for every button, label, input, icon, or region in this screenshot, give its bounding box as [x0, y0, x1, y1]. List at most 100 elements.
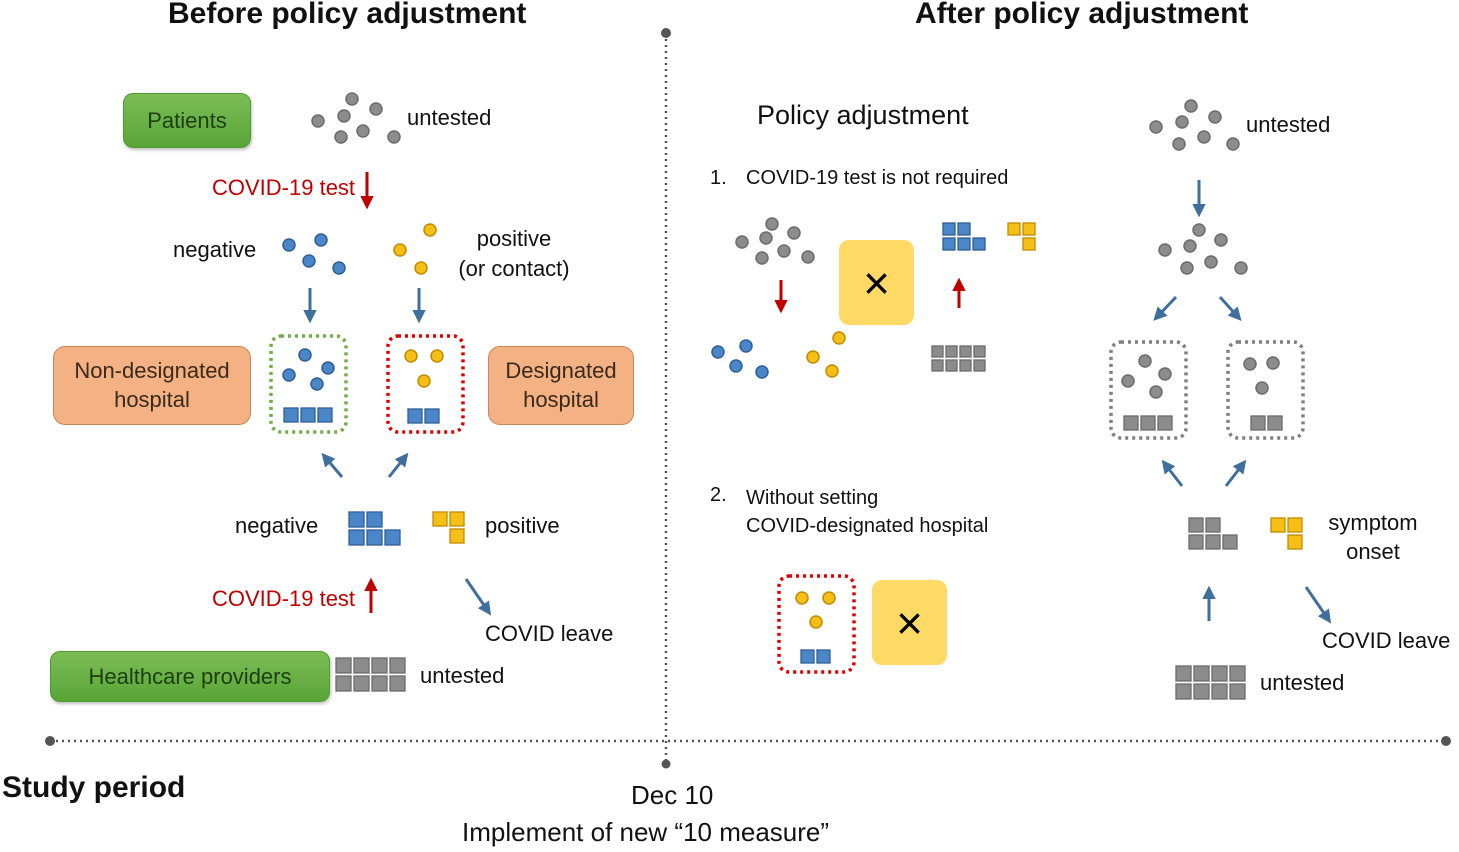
- gray-patient-dot: [787, 226, 801, 240]
- gray-staff-square: [371, 657, 388, 674]
- designated-ward-crossed: [777, 574, 856, 674]
- gray-patient-dot: [1149, 385, 1163, 399]
- blue-staff-square: [317, 407, 333, 423]
- cross-icon: ×: [839, 240, 914, 325]
- gray-patient-dot: [1255, 381, 1269, 395]
- blue-staff-square: [942, 237, 956, 251]
- yellow-patient-dot: [832, 331, 846, 345]
- blue-staff-square: [942, 222, 956, 236]
- gray-staff-square: [1250, 415, 1266, 431]
- period-divider: [661, 28, 671, 764]
- yellow-staff-square: [1270, 517, 1286, 533]
- policy-adjustment-heading: Policy adjustment: [757, 100, 969, 130]
- blue-patient-dot: [729, 359, 743, 373]
- gray-patient-dot: [1214, 233, 1228, 247]
- yellow-patient-dot: [414, 261, 428, 275]
- gray-patient-dot: [369, 102, 383, 116]
- gray-staff-square: [1175, 665, 1192, 682]
- gray-staff-square: [973, 345, 986, 358]
- blue-staff-square: [972, 237, 986, 251]
- blue-flow-arrow: [387, 452, 409, 478]
- designated-hospital-box: Designated hospital: [488, 346, 634, 425]
- blue-flow-arrow: [321, 452, 344, 478]
- yellow-patient-dot: [404, 349, 418, 363]
- gray-patient-dot: [1266, 356, 1280, 370]
- gray-patient-dot: [311, 114, 325, 128]
- gray-patient-dot: [1175, 115, 1189, 129]
- gray-patient-dot: [1192, 223, 1206, 237]
- yellow-patient-dot: [795, 591, 809, 605]
- after-heading: After policy adjustment: [915, 0, 1249, 30]
- gray-patient-dot: [334, 130, 348, 144]
- symptom-line2: onset: [1346, 539, 1400, 565]
- blue-staff-square: [366, 529, 383, 546]
- gray-staff-square: [1205, 517, 1221, 533]
- timeline: [45, 736, 1451, 769]
- gray-staff-square: [1193, 665, 1210, 682]
- gray-staff-square: [371, 675, 388, 692]
- gray-staff-square: [389, 675, 406, 692]
- gray-patient-dot: [1204, 255, 1218, 269]
- blue-patient-dot: [711, 345, 725, 359]
- blue-flow-arrow: [1218, 295, 1242, 322]
- designated-line2: hospital: [523, 386, 599, 412]
- gray-patient-dot: [1172, 137, 1186, 151]
- positive-patients-line1: positive: [476, 226, 552, 251]
- policy-item-2-line1: Without setting: [746, 487, 879, 509]
- blue-staff-square: [348, 511, 365, 528]
- non-designated-hospital-box: Non-designated hospital: [53, 346, 251, 425]
- gray-patient-dot: [1180, 261, 1194, 275]
- yellow-staff-square: [1287, 517, 1303, 533]
- policy-item-2-number: 2.: [710, 484, 727, 506]
- yellow-staff-square: [1022, 237, 1036, 251]
- yellow-patient-dot: [809, 615, 823, 629]
- gray-staff-square: [1123, 415, 1139, 431]
- timeline-date: Dec 10: [631, 780, 714, 810]
- study-period-label: Study period: [2, 771, 186, 804]
- symptom-onset-label: symptom onset: [1322, 510, 1424, 565]
- yellow-staff-square: [1022, 222, 1036, 236]
- gray-staff-square: [959, 345, 972, 358]
- gray-patient-dot: [759, 231, 773, 245]
- covid-test-top-label: COVID-19 test: [212, 175, 356, 200]
- healthcare-providers-box: Healthcare providers: [50, 651, 330, 702]
- yellow-staff-square: [449, 511, 465, 527]
- mixed-ward-left: [1109, 340, 1188, 440]
- gray-staff-square: [1229, 683, 1246, 700]
- blue-flow-arrow: [464, 578, 492, 616]
- policy-item-2-text: Without setting COVID-designated hospita…: [746, 484, 988, 540]
- non-designated-line2: hospital: [114, 386, 190, 412]
- untested-patients-label: untested: [407, 105, 492, 130]
- gray-patient-dot: [1183, 239, 1197, 253]
- gray-staff-square: [959, 359, 972, 372]
- gray-patient-dot: [1184, 99, 1198, 113]
- negative-staff-label: negative: [235, 513, 319, 538]
- positive-patients-line2: (or contact): [458, 256, 570, 282]
- blue-patient-dot: [310, 377, 324, 391]
- designated-ward: [386, 334, 465, 434]
- gray-staff-square: [1211, 665, 1228, 682]
- gray-staff-square: [1157, 415, 1173, 431]
- gray-patient-dot: [1234, 261, 1248, 275]
- gray-patient-dot: [356, 124, 370, 138]
- negative-patients-label: negative: [173, 237, 257, 262]
- gray-staff-square: [1267, 415, 1283, 431]
- yellow-patient-dot: [393, 243, 407, 257]
- yellow-staff-square: [1287, 534, 1303, 550]
- blue-patient-dot: [302, 254, 316, 268]
- blue-staff-square: [384, 529, 401, 546]
- gray-staff-square: [931, 345, 944, 358]
- gray-patient-dot: [801, 250, 815, 264]
- gray-staff-square: [1188, 517, 1204, 533]
- gray-staff-square: [335, 657, 352, 674]
- blue-staff-square: [424, 408, 440, 424]
- yellow-patient-dot: [806, 350, 820, 364]
- mixed-ward-right: [1226, 340, 1305, 440]
- positive-patients-label: positive (or contact): [448, 226, 580, 282]
- gray-patient-dot: [1208, 110, 1222, 124]
- before-heading: Before policy adjustment: [168, 0, 527, 30]
- staff-squares: [283, 222, 1303, 700]
- covid-leave-after-label: COVID leave: [1322, 628, 1451, 653]
- blue-patient-dot: [298, 348, 312, 362]
- covid-test-bottom-label: COVID-19 test: [212, 586, 356, 611]
